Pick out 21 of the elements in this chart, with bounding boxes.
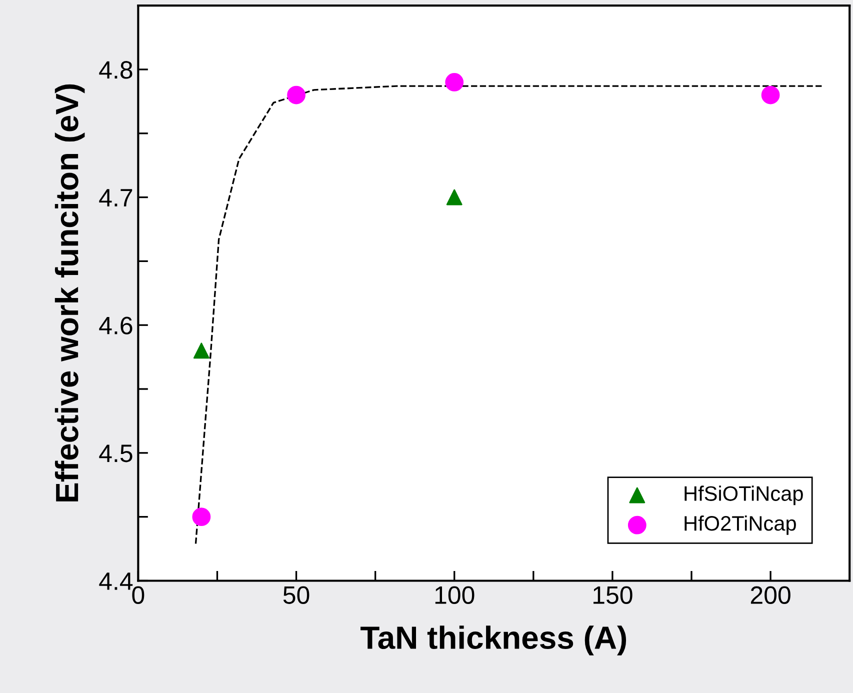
- legend-label: HfO2TiNcap: [684, 515, 796, 535]
- x-tick-label: 0: [132, 586, 144, 604]
- line-series: [194, 85, 824, 544]
- point: [761, 86, 780, 104]
- y-tick-label: 4.6: [99, 316, 132, 334]
- y-tick-label: 4.8: [99, 61, 132, 79]
- point: [287, 86, 306, 104]
- y-tick-label: 4.4: [99, 572, 133, 590]
- x-tick-label: 150: [594, 586, 632, 604]
- y-tick-label: 4.5: [99, 444, 132, 462]
- x-axis-title: TaN thickness (A): [360, 626, 626, 656]
- point: [445, 73, 464, 92]
- y-axis-title: Effective work funciton (eV): [54, 84, 85, 502]
- x-tick-label: 50: [283, 586, 310, 604]
- point: [446, 189, 462, 206]
- legend-label: HfSiOTiNcap: [684, 486, 803, 506]
- x-tick-label: 200: [750, 586, 790, 604]
- point: [192, 508, 211, 526]
- y-tick-label: 4.7: [99, 189, 132, 206]
- x-tick-label: 100: [435, 586, 474, 604]
- point: [193, 342, 210, 359]
